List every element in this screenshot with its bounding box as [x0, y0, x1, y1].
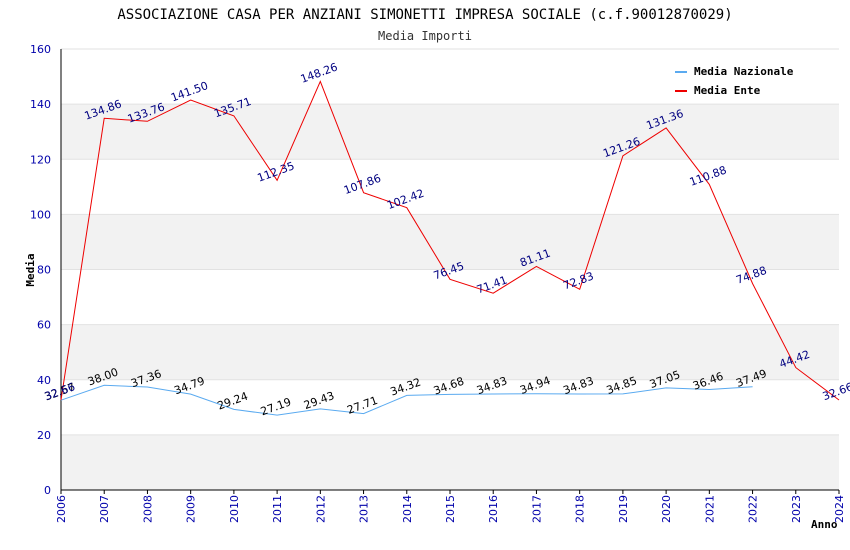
x-tick-label: 2020	[660, 495, 673, 523]
grid-band	[61, 324, 839, 380]
x-tick-label: 2012	[314, 495, 327, 523]
x-tick-label: 2015	[444, 495, 457, 523]
x-tick-label: 2021	[703, 495, 716, 523]
x-tick-label: 2008	[141, 495, 154, 523]
legend: Media Nazionale Media Ente	[668, 60, 810, 101]
y-tick-label: 20	[37, 429, 51, 442]
x-tick-label: 2016	[487, 495, 500, 523]
y-tick-label: 160	[30, 43, 51, 56]
x-tick-label: 2014	[401, 495, 414, 523]
grid-band	[61, 434, 839, 490]
x-tick-label: 2023	[790, 495, 803, 523]
series-lines	[60, 80, 840, 416]
x-axis-title: Anno	[811, 518, 838, 531]
x-tick-label: 2007	[98, 495, 111, 523]
x-tick-label: 2019	[617, 495, 630, 523]
grid-band	[61, 379, 839, 435]
x-tick-label: 2010	[228, 495, 241, 523]
x-tick-label: 2022	[747, 495, 760, 523]
x-tick-label: 2018	[574, 495, 587, 523]
x-tick-label: 2013	[358, 495, 371, 523]
x-tick-label: 2009	[185, 495, 198, 523]
y-tick-label: 0	[44, 484, 51, 497]
y-tick-label: 140	[30, 98, 51, 111]
y-tick-label: 80	[37, 264, 51, 277]
grid-band	[61, 269, 839, 325]
series-line-media-ente	[60, 80, 840, 401]
legend-box	[668, 60, 810, 101]
series-line-media-nazionale	[60, 384, 753, 416]
x-tick-labels: 2006 2007 2008 2009 2010 2011 2012 2013 2014 2015…	[55, 490, 846, 523]
x-tick-label: 2006	[55, 495, 68, 523]
chart-subtitle: Media Importi	[378, 29, 472, 43]
x-tick-label: 2024	[833, 495, 846, 523]
y-tick-label: 60	[37, 319, 51, 332]
chart-title: ASSOCIAZIONE CASA PER ANZIANI SIMONETTI …	[117, 7, 732, 23]
x-tick-label: 2017	[530, 495, 543, 523]
legend-label-media-nazionale: Media Nazionale	[694, 65, 794, 78]
grid-band	[61, 214, 839, 270]
grid-band	[61, 104, 839, 160]
y-axis-title: Media	[24, 253, 37, 286]
legend-label-media-ente: Media Ente	[694, 84, 761, 97]
grid-band	[61, 159, 839, 215]
y-tick-label: 100	[30, 208, 51, 221]
y-tick-label: 120	[30, 153, 51, 166]
y-tick-label: 40	[37, 374, 51, 387]
y-tick-labels: 0 20 40 60 80 100 120 140 160	[30, 43, 51, 497]
x-tick-label: 2011	[271, 495, 284, 523]
